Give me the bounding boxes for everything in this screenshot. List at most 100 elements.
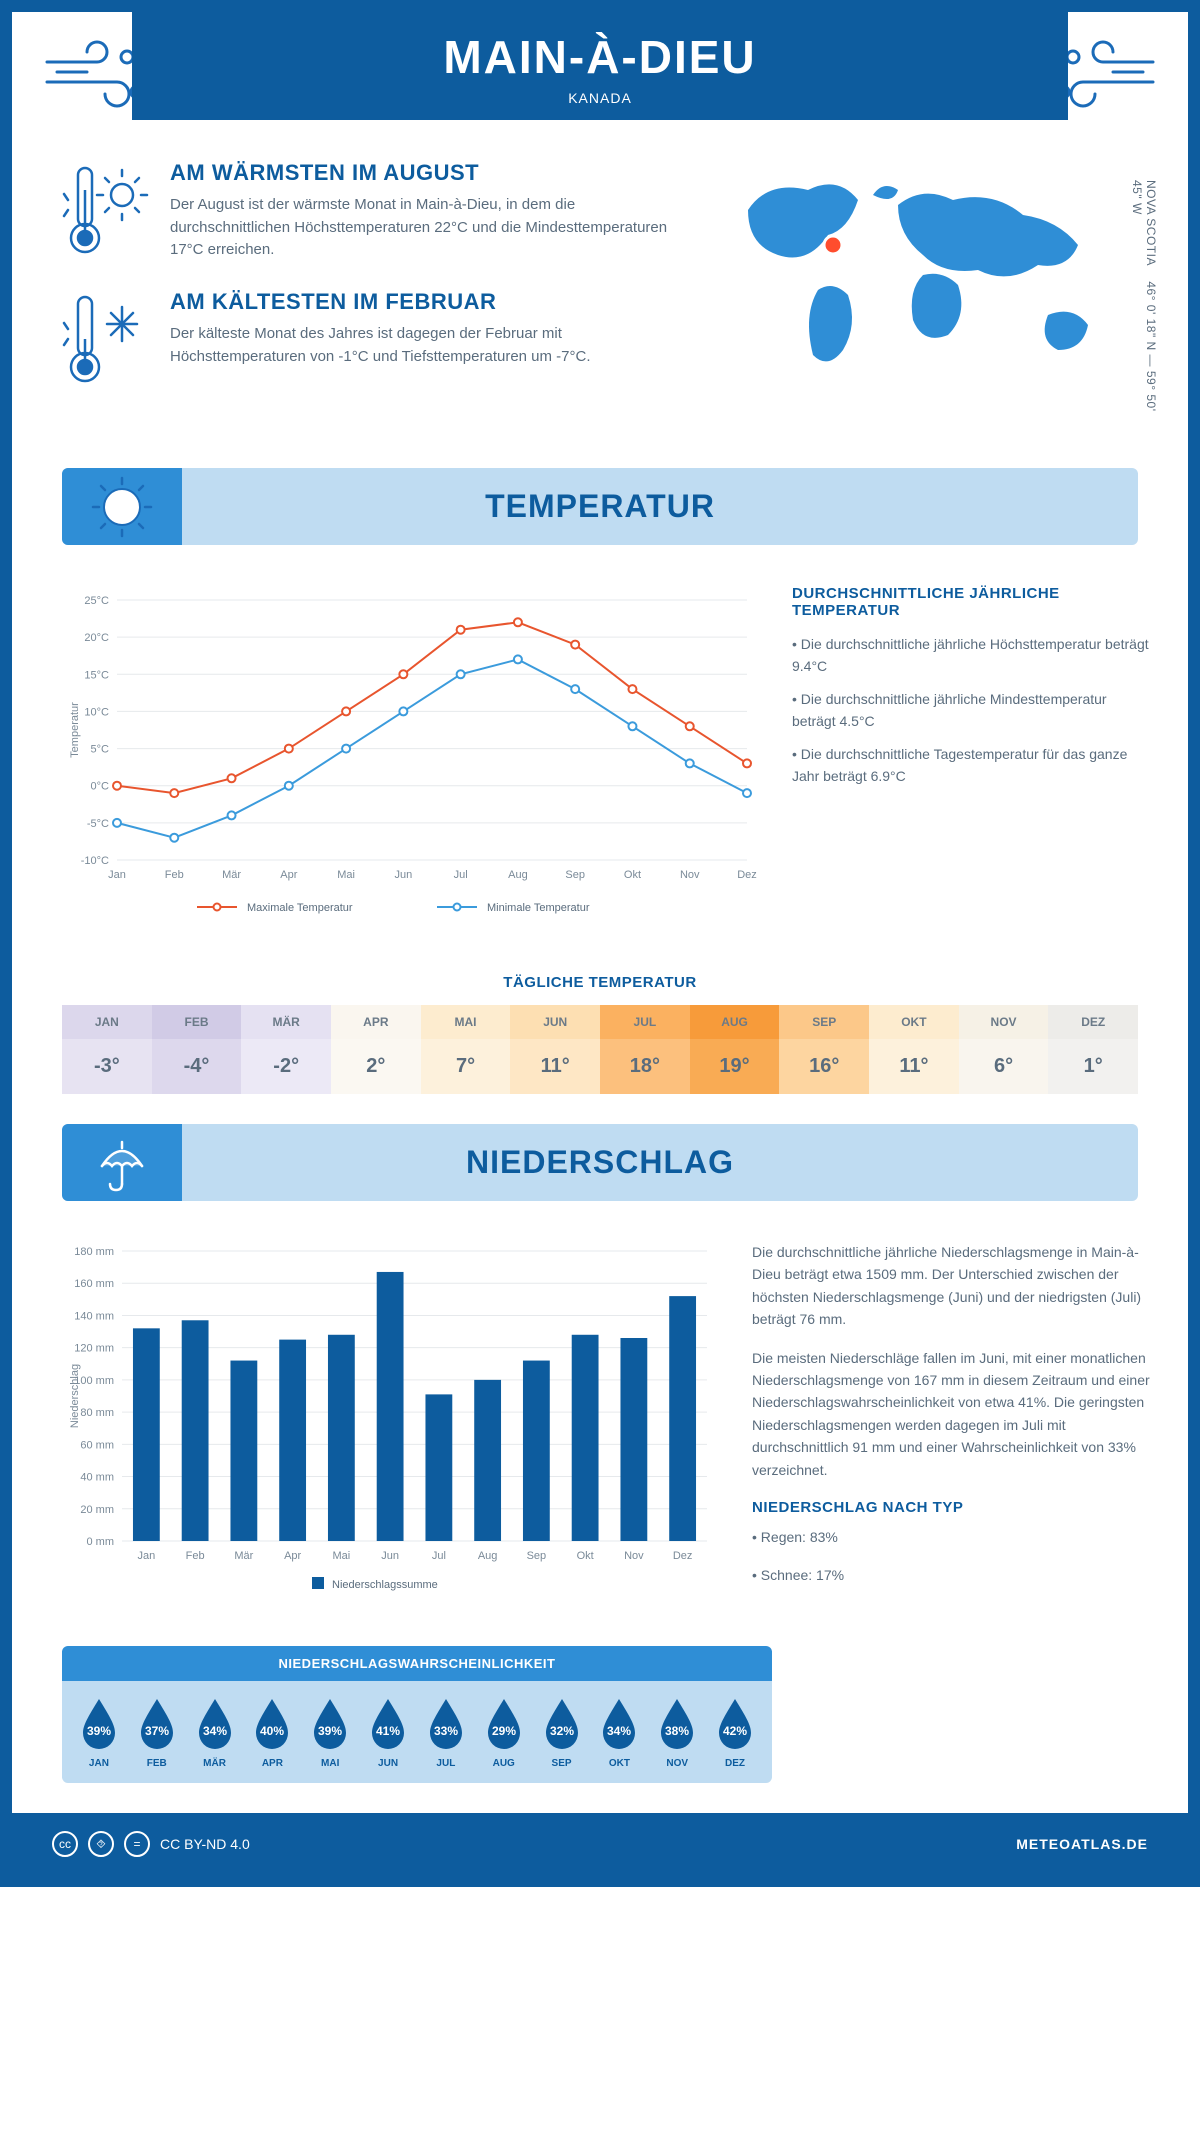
svg-text:40%: 40% bbox=[260, 1724, 284, 1738]
daily-cell: OKT11° bbox=[869, 1005, 959, 1094]
daily-cell: AUG19° bbox=[690, 1005, 780, 1094]
svg-text:Jan: Jan bbox=[108, 869, 126, 881]
svg-text:Feb: Feb bbox=[165, 869, 184, 881]
prob-drop: 39%MAI bbox=[301, 1695, 359, 1769]
svg-text:40 mm: 40 mm bbox=[80, 1472, 114, 1484]
svg-text:Jul: Jul bbox=[454, 869, 468, 881]
svg-text:34%: 34% bbox=[203, 1724, 227, 1738]
license-label: CC BY-ND 4.0 bbox=[160, 1836, 250, 1852]
daily-cell: MAI7° bbox=[421, 1005, 511, 1094]
svg-text:Niederschlagssumme: Niederschlagssumme bbox=[332, 1579, 438, 1591]
svg-text:Feb: Feb bbox=[186, 1550, 205, 1562]
prob-drop: 34%OKT bbox=[590, 1695, 648, 1769]
fact-coldest: AM KÄLTESTEN IM FEBRUAR Der kälteste Mon… bbox=[62, 289, 688, 394]
svg-text:Aug: Aug bbox=[478, 1550, 498, 1562]
prob-drop: 37%FEB bbox=[128, 1695, 186, 1769]
daily-cell: APR2° bbox=[331, 1005, 421, 1094]
section-title: TEMPERATUR bbox=[62, 488, 1138, 525]
temp-desc-b2: • Die durchschnittliche jährliche Mindes… bbox=[792, 688, 1152, 733]
svg-text:Maximale Temperatur: Maximale Temperatur bbox=[247, 902, 353, 914]
cc-icon: cc bbox=[52, 1831, 78, 1857]
sun-icon bbox=[62, 468, 182, 545]
thermometer-sun-icon bbox=[62, 160, 152, 265]
daily-cell: JUN11° bbox=[510, 1005, 600, 1094]
svg-text:33%: 33% bbox=[434, 1724, 458, 1738]
svg-text:41%: 41% bbox=[376, 1724, 400, 1738]
svg-text:5°C: 5°C bbox=[91, 744, 110, 756]
svg-text:37%: 37% bbox=[145, 1724, 169, 1738]
daily-cell: JAN-3° bbox=[62, 1005, 152, 1094]
svg-text:-5°C: -5°C bbox=[87, 818, 109, 830]
title-banner: MAIN-À-DIEU KANADA bbox=[132, 12, 1068, 120]
prob-drop: 29%AUG bbox=[475, 1695, 533, 1769]
fact-warm-text: Der August ist der wärmste Monat in Main… bbox=[170, 194, 688, 262]
temp-desc-b3: • Die durchschnittliche Tagestemperatur … bbox=[792, 743, 1152, 788]
precip-probability-box: NIEDERSCHLAGSWAHRSCHEINLICHKEIT 39%JAN37… bbox=[62, 1646, 772, 1783]
svg-text:Jun: Jun bbox=[381, 1550, 399, 1562]
svg-text:Nov: Nov bbox=[624, 1550, 644, 1562]
svg-text:Dez: Dez bbox=[673, 1550, 693, 1562]
nd-icon: = bbox=[124, 1831, 150, 1857]
svg-text:Nov: Nov bbox=[680, 869, 700, 881]
daily-cell: DEZ1° bbox=[1048, 1005, 1138, 1094]
svg-text:Mär: Mär bbox=[222, 869, 241, 881]
svg-text:20°C: 20°C bbox=[84, 632, 109, 644]
svg-text:10°C: 10°C bbox=[84, 706, 109, 718]
svg-text:42%: 42% bbox=[723, 1724, 747, 1738]
prob-heading: NIEDERSCHLAGSWAHRSCHEINLICHKEIT bbox=[62, 1646, 772, 1681]
daily-cell: NOV6° bbox=[959, 1005, 1049, 1094]
svg-text:Apr: Apr bbox=[280, 869, 297, 881]
umbrella-icon bbox=[62, 1124, 182, 1201]
svg-text:180 mm: 180 mm bbox=[74, 1246, 114, 1258]
prob-drop: 40%APR bbox=[243, 1695, 301, 1769]
svg-text:Jan: Jan bbox=[138, 1550, 156, 1562]
svg-text:Okt: Okt bbox=[577, 1550, 594, 1562]
daily-temp-title: TÄGLICHE TEMPERATUR bbox=[12, 974, 1188, 991]
svg-text:Niederschlag: Niederschlag bbox=[69, 1364, 81, 1428]
coordinates-label: NOVA SCOTIA 46° 0' 18" N — 59° 50' 45" W bbox=[1130, 180, 1158, 418]
svg-text:Sep: Sep bbox=[527, 1550, 547, 1562]
svg-text:20 mm: 20 mm bbox=[80, 1504, 114, 1516]
precip-type-heading: NIEDERSCHLAG NACH TYP bbox=[752, 1499, 1152, 1516]
svg-text:Mär: Mär bbox=[234, 1550, 253, 1562]
svg-text:34%: 34% bbox=[607, 1724, 631, 1738]
site-label: METEOATLAS.DE bbox=[1016, 1836, 1148, 1852]
daily-cell: JUL18° bbox=[600, 1005, 690, 1094]
fact-warmest: AM WÄRMSTEN IM AUGUST Der August ist der… bbox=[62, 160, 688, 265]
location-pin-icon bbox=[824, 236, 842, 254]
svg-text:140 mm: 140 mm bbox=[74, 1310, 114, 1322]
page-title: MAIN-À-DIEU bbox=[132, 30, 1068, 84]
thermometer-snow-icon bbox=[62, 289, 152, 394]
svg-text:Mai: Mai bbox=[333, 1550, 351, 1562]
prob-drop: 33%JUL bbox=[417, 1695, 475, 1769]
temp-desc-heading: DURCHSCHNITTLICHE JÄHRLICHE TEMPERATUR bbox=[792, 585, 1152, 619]
prob-drop: 32%SEP bbox=[533, 1695, 591, 1769]
svg-text:Okt: Okt bbox=[624, 869, 641, 881]
by-icon: ⯑ bbox=[88, 1831, 114, 1857]
svg-text:80 mm: 80 mm bbox=[80, 1407, 114, 1419]
daily-temperature-table: JAN-3°FEB-4°MÄR-2°APR2°MAI7°JUN11°JUL18°… bbox=[62, 1005, 1138, 1094]
svg-text:0°C: 0°C bbox=[91, 781, 110, 793]
svg-text:-10°C: -10°C bbox=[81, 855, 109, 867]
svg-text:Jul: Jul bbox=[432, 1550, 446, 1562]
section-temperature: TEMPERATUR bbox=[62, 468, 1138, 545]
country-label: KANADA bbox=[132, 90, 1068, 106]
svg-text:160 mm: 160 mm bbox=[74, 1278, 114, 1290]
section-title: NIEDERSCHLAG bbox=[62, 1144, 1138, 1181]
prob-drop: 39%JAN bbox=[70, 1695, 128, 1769]
svg-text:25°C: 25°C bbox=[84, 595, 109, 607]
svg-text:Minimale Temperatur: Minimale Temperatur bbox=[487, 902, 590, 914]
svg-text:39%: 39% bbox=[87, 1724, 111, 1738]
fact-cold-heading: AM KÄLTESTEN IM FEBRUAR bbox=[170, 289, 688, 315]
prob-drop: 38%NOV bbox=[648, 1695, 706, 1769]
precip-desc-p1: Die durchschnittliche jährliche Niedersc… bbox=[752, 1241, 1152, 1331]
section-precipitation: NIEDERSCHLAG bbox=[62, 1124, 1138, 1201]
svg-text:32%: 32% bbox=[550, 1724, 574, 1738]
svg-text:29%: 29% bbox=[492, 1724, 516, 1738]
svg-text:Aug: Aug bbox=[508, 869, 528, 881]
world-map-icon bbox=[718, 160, 1138, 390]
svg-text:60 mm: 60 mm bbox=[80, 1439, 114, 1451]
prob-drop: 41%JUN bbox=[359, 1695, 417, 1769]
svg-text:Apr: Apr bbox=[284, 1550, 301, 1562]
daily-cell: FEB-4° bbox=[152, 1005, 242, 1094]
